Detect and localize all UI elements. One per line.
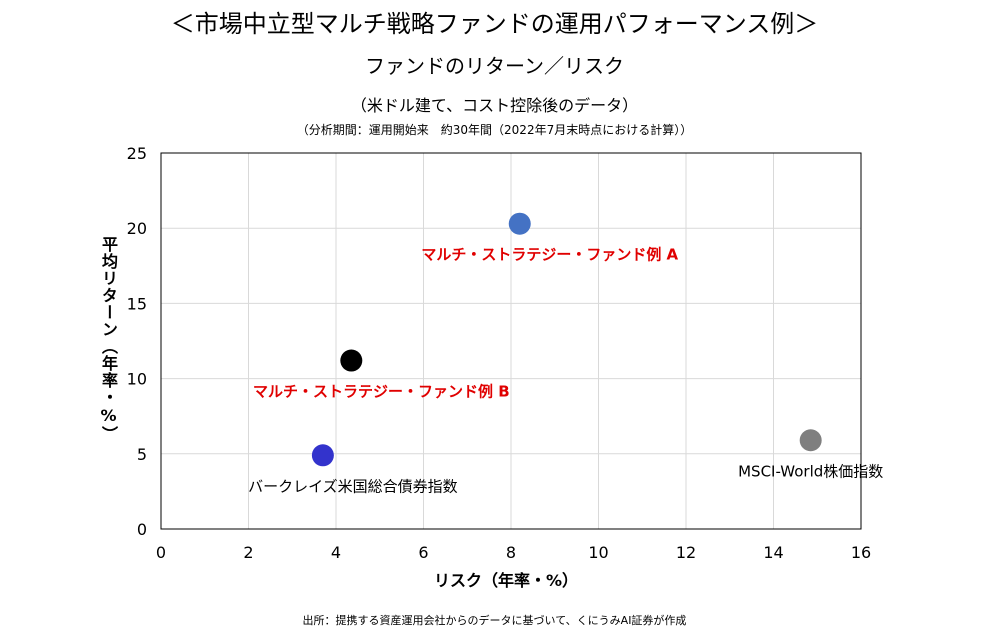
data-points: マルチ・ストラテジー・ファンド例 A マルチ・ストラテジー・ファンド例 B バークレ… <box>248 212 883 495</box>
source-note: 出所：提携する資産運用会社からのデータに基づいて、くにうみAI証券が作成 <box>302 614 687 627</box>
currency-note: （米ドル建て、コスト控除後のデータ） <box>350 96 639 115</box>
y-tick-label: 25 <box>127 144 147 163</box>
x-tick-label: 8 <box>506 543 516 562</box>
page-title: ＜市場中立型マルチ戦略ファンドの運用パフォーマンス例＞ <box>170 10 819 38</box>
y-tick-label: 5 <box>137 445 147 464</box>
period-note: （分析期間：運用開始来 約30年間（2022年7月末時点における計算）） <box>296 123 693 137</box>
y-tick-label: 20 <box>127 219 147 238</box>
data-label: マルチ・ストラテジー・ファンド例 B <box>253 383 510 401</box>
data-point <box>799 429 822 452</box>
x-tick-label: 4 <box>331 543 341 562</box>
y-tick-label: 10 <box>127 370 147 389</box>
data-label: バークレイズ米国総合債券指数 <box>248 477 458 495</box>
x-axis-label: リスク（年率・%） <box>434 571 578 590</box>
data-point <box>508 212 531 235</box>
x-tick-label: 14 <box>763 543 783 562</box>
x-tick-label: 6 <box>418 543 428 562</box>
x-tick-label: 2 <box>243 543 253 562</box>
x-tick-label: 16 <box>851 543 871 562</box>
y-tick-label: 15 <box>127 294 147 313</box>
x-tick-label: 10 <box>588 543 608 562</box>
data-label: MSCI-World株価指数 <box>738 462 883 480</box>
data-point <box>340 349 363 372</box>
x-tick-label: 0 <box>156 543 166 562</box>
data-label: マルチ・ストラテジー・ファンド例 A <box>421 246 678 264</box>
chart-title: ファンドのリターン／リスク <box>365 54 624 78</box>
axis-ticks: 0 2 4 6 8 10 12 14 16 0 5 10 15 20 25 <box>127 144 872 562</box>
plot-frame <box>160 152 862 530</box>
data-point <box>311 444 334 467</box>
x-tick-label: 12 <box>676 543 696 562</box>
y-tick-label: 0 <box>137 520 147 539</box>
y-axis-label: 平均リターン（年率・%） <box>99 236 118 443</box>
